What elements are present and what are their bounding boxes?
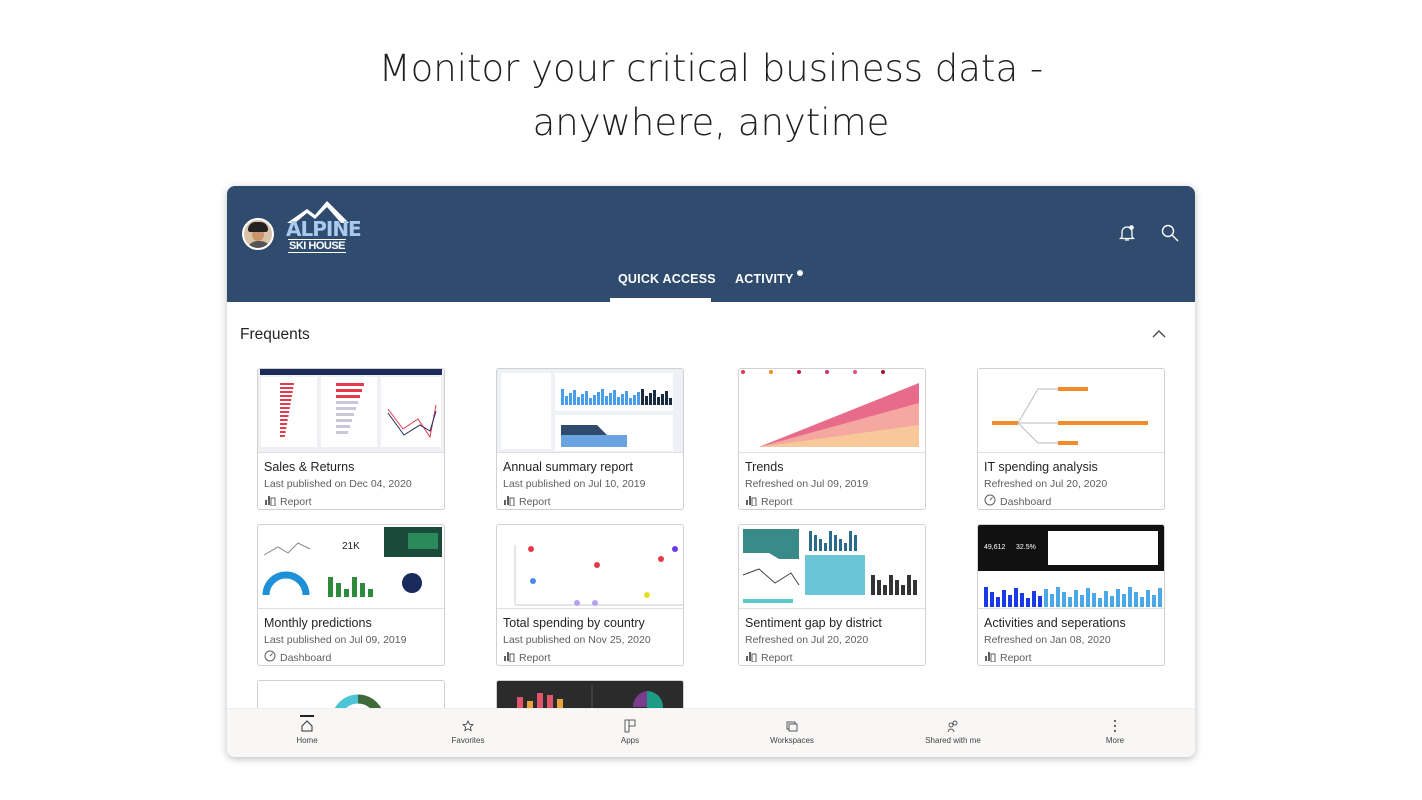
card-type: Report <box>745 650 793 665</box>
card-title: IT spending analysis <box>984 460 1098 474</box>
nav-home[interactable]: Home <box>257 709 357 757</box>
bottom-navigation: Home Favorites Apps Workspaces Shared wi… <box>227 708 1195 757</box>
active-tab-indicator <box>610 298 711 302</box>
dashboard-icon <box>264 650 276 665</box>
card-type: Dashboard <box>984 494 1051 509</box>
nav-apps[interactable]: Apps <box>580 709 680 757</box>
card-subtitle: Refreshed on Jul 09, 2019 <box>745 478 869 490</box>
report-thumbnail <box>739 525 925 609</box>
report-icon <box>745 494 757 509</box>
section-title-frequents: Frequents <box>240 326 310 343</box>
card-type: Report <box>503 494 551 509</box>
report-icon <box>503 650 515 665</box>
report-card[interactable]: Sentiment gap by district Refreshed on J… <box>738 524 926 666</box>
report-thumbnail: 49,612 32.5% <box>978 525 1164 609</box>
shared-icon <box>903 716 1003 736</box>
nav-workspaces[interactable]: Workspaces <box>742 709 842 757</box>
workspaces-icon <box>742 716 842 736</box>
card-title: Annual summary report <box>503 460 633 474</box>
card-subtitle: Refreshed on Jul 20, 2020 <box>745 634 869 646</box>
search-icon[interactable] <box>1161 224 1179 247</box>
card-type: Report <box>745 494 793 509</box>
report-icon <box>984 650 996 665</box>
report-card[interactable]: 49,612 32.5% Activities and seperations R… <box>977 524 1165 666</box>
card-title: Trends <box>745 460 784 474</box>
alpine-ski-house-logo: ALPINE SKI HOUSE <box>285 201 362 256</box>
card-title: Activities and seperations <box>984 616 1126 630</box>
card-type: Report <box>264 494 312 509</box>
nav-more[interactable]: More <box>1065 709 1165 757</box>
activity-notification-dot <box>797 270 803 276</box>
report-card[interactable]: 21K Monthly predictions Last published o… <box>257 524 445 666</box>
card-type-label: Report <box>761 651 793 664</box>
card-type-label: Dashboard <box>1000 495 1052 508</box>
svg-text:21K: 21K <box>342 541 360 552</box>
app-header: ALPINE SKI HOUSE QUICK ACCESS ACTIVITY <box>227 186 1195 302</box>
card-type-label: Report <box>761 495 793 508</box>
avatar[interactable] <box>242 218 274 250</box>
more-icon <box>1065 716 1165 736</box>
tab-activity[interactable]: ACTIVITY <box>735 272 794 286</box>
chevron-up-icon[interactable] <box>1151 326 1167 342</box>
card-type-label: Report <box>519 495 551 508</box>
report-card[interactable]: IT spending analysis Refreshed on Jul 20… <box>977 368 1165 510</box>
card-type-label: Dashboard <box>280 651 332 664</box>
headline-line-2: anywhere, anytime <box>532 101 890 144</box>
nav-favorites[interactable]: Favorites <box>418 709 518 757</box>
card-title: Sentiment gap by district <box>745 616 882 630</box>
active-nav-indicator <box>300 715 314 717</box>
card-subtitle: Last published on Jul 09, 2019 <box>264 634 407 646</box>
card-title: Monthly predictions <box>264 616 372 630</box>
apps-icon <box>580 716 680 736</box>
report-thumbnail <box>258 369 444 453</box>
report-card[interactable]: Total spending by country Last published… <box>496 524 684 666</box>
card-title: Total spending by country <box>503 616 645 630</box>
card-title: Sales & Returns <box>264 460 355 474</box>
card-subtitle: Last published on Nov 25, 2020 <box>503 634 651 646</box>
dashboard-icon <box>984 494 996 509</box>
card-subtitle: Last published on Dec 04, 2020 <box>264 478 412 490</box>
report-icon <box>745 650 757 665</box>
card-type: Dashboard <box>264 650 331 665</box>
home-icon <box>257 716 357 736</box>
headline: Monitor your critical business data - an… <box>0 42 1422 150</box>
report-card[interactable]: Sales & Returns Last published on Dec 04… <box>257 368 445 510</box>
report-icon <box>264 494 276 509</box>
report-thumbnail: 21K <box>258 525 444 609</box>
report-card[interactable]: Trends Refreshed on Jul 09, 2019 Report <box>738 368 926 510</box>
star-icon <box>418 716 518 736</box>
card-type: Report <box>503 650 551 665</box>
card-type: Report <box>984 650 1032 665</box>
svg-text:32.5%: 32.5% <box>1016 544 1036 551</box>
notification-bell-icon[interactable] <box>1118 224 1136 247</box>
card-type-label: Report <box>280 495 312 508</box>
card-subtitle: Refreshed on Jul 20, 2020 <box>984 478 1108 490</box>
report-icon <box>503 494 515 509</box>
report-card[interactable]: Annual summary report Last published on … <box>496 368 684 510</box>
nav-shared-with-me[interactable]: Shared with me <box>903 709 1003 757</box>
card-type-label: Report <box>1000 651 1032 664</box>
card-type-label: Report <box>519 651 551 664</box>
app-window: ALPINE SKI HOUSE QUICK ACCESS ACTIVITY F… <box>227 186 1195 757</box>
report-thumbnail <box>739 369 925 453</box>
svg-text:49,612: 49,612 <box>984 544 1006 551</box>
headline-line-1: Monitor your critical business data - <box>378 47 1044 90</box>
report-thumbnail <box>497 525 683 609</box>
tab-quick-access[interactable]: QUICK ACCESS <box>618 272 716 286</box>
report-thumbnail <box>497 369 683 453</box>
report-thumbnail <box>978 369 1164 453</box>
card-subtitle: Last published on Jul 10, 2019 <box>503 478 646 490</box>
card-subtitle: Refreshed on Jan 08, 2020 <box>984 634 1111 646</box>
